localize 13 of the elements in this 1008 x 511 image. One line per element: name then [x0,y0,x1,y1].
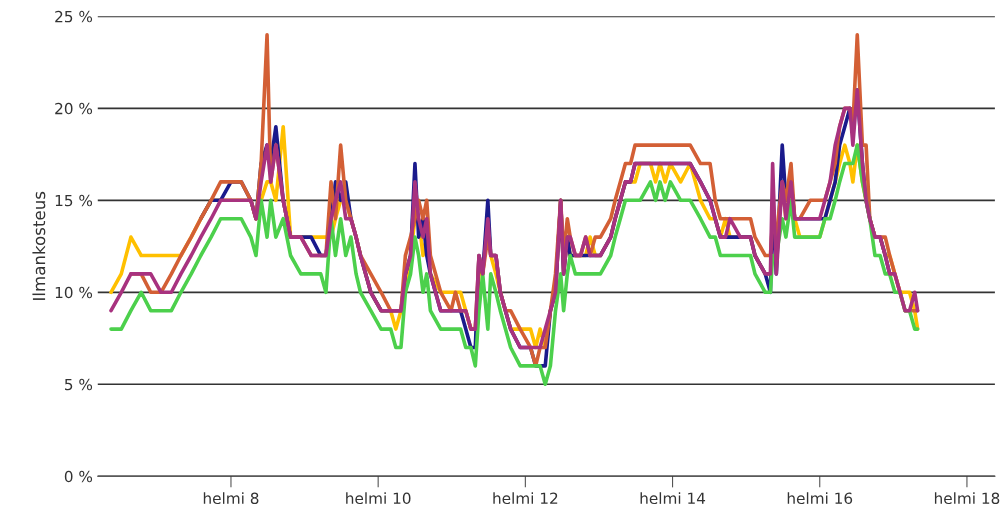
y-tick-label: 15 % [55,194,93,207]
x-tick-label: helmi 10 [346,492,411,505]
y-tick-label: 5 % [65,378,93,391]
x-tick-label: helmi 16 [787,492,853,505]
x-tick-label: helmi 8 [203,492,259,505]
x-tick-label: helmi 14 [640,492,706,505]
y-tick-label: 20 % [55,102,93,115]
x-tick-label: helmi 12 [493,492,558,505]
y-tick-label: 25 % [55,10,93,23]
y-tick-label: 0 % [64,470,93,483]
x-tick-label: helmi 18 [934,492,1000,505]
y-tick-label: 10 % [55,286,93,299]
y-axis-title: Ilmankosteus [32,191,46,300]
